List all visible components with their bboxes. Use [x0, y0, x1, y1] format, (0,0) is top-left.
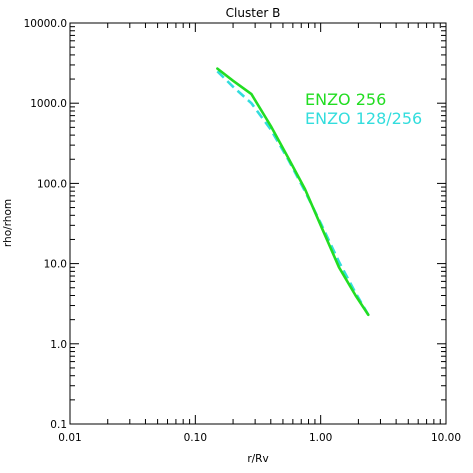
y-axis-title: rho/rhom	[2, 199, 14, 247]
y-tick-label: 100.0	[37, 178, 67, 190]
x-tick-label: 1.00	[309, 432, 332, 444]
x-tick-label: 0.10	[184, 432, 207, 444]
x-tick-label: 10.00	[431, 432, 461, 444]
legend-entry-enzo-128-256: ENZO 128/256	[305, 109, 422, 128]
series-line-0	[216, 67, 370, 317]
y-tick-label: 1000.0	[30, 98, 67, 110]
legend-entry-enzo-256: ENZO 256	[305, 90, 386, 109]
x-tick-label: 0.01	[58, 432, 81, 444]
y-tick-label: 10.0	[44, 259, 67, 271]
plot-frame	[69, 22, 447, 425]
x-axis-title: r/Rv	[247, 453, 268, 465]
axis-ticks: 0.01 0.10 1.00 10.00 0.1 1.0 10.0 100.0 1000.0 10…	[24, 18, 461, 444]
y-tick-label: 1.0	[50, 339, 67, 351]
series-layer	[216, 67, 370, 317]
chart-title: Cluster B	[226, 6, 281, 20]
y-tick-label: 10000.0	[24, 18, 67, 30]
y-tick-label: 0.1	[50, 419, 67, 431]
